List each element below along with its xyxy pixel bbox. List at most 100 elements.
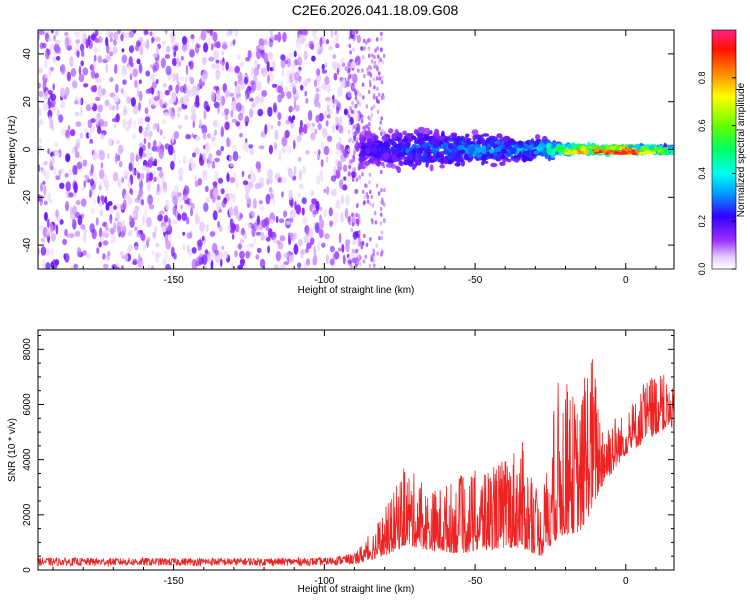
- y-tick-label: 8000: [22, 338, 33, 361]
- heat-cell: [239, 238, 244, 244]
- heat-cell: [229, 162, 234, 168]
- heat-cell: [76, 161, 83, 170]
- heat-cell: [366, 71, 370, 77]
- heat-cell: [371, 146, 378, 153]
- heat-cell: [138, 125, 143, 134]
- heat-cell: [201, 56, 207, 65]
- heat-cell: [40, 246, 47, 256]
- heat-cell: [365, 104, 369, 109]
- heat-cell: [284, 59, 289, 65]
- heat-cell: [94, 179, 99, 187]
- heat-cell: [283, 252, 289, 259]
- heat-cell: [147, 142, 151, 150]
- heat-cell: [105, 36, 109, 47]
- heat-cell: [119, 251, 124, 256]
- heat-cell: [351, 222, 355, 227]
- heat-cell: [234, 81, 238, 87]
- heat-cell: [669, 149, 674, 153]
- heat-cell: [359, 262, 362, 267]
- heat-cell: [380, 116, 384, 121]
- snr-x-label: Height of straight line (km): [298, 584, 415, 595]
- heat-cell: [88, 132, 92, 138]
- heat-cell: [372, 248, 376, 253]
- heat-cell: [201, 254, 208, 265]
- heat-cell: [211, 43, 214, 51]
- heat-cell: [140, 199, 145, 206]
- heat-cell: [338, 232, 342, 244]
- heat-cell: [335, 43, 340, 49]
- heat-cell: [355, 177, 359, 182]
- heat-cell: [268, 72, 274, 82]
- heat-cell: [546, 142, 551, 150]
- heat-cell: [106, 185, 109, 192]
- heat-cell: [359, 150, 365, 158]
- heat-cell: [379, 212, 383, 217]
- heat-cell: [204, 185, 209, 193]
- heat-cell: [323, 188, 326, 193]
- heat-cell: [207, 133, 211, 139]
- heat-cell: [196, 239, 203, 247]
- heat-cell: [120, 88, 124, 94]
- heat-cell: [361, 55, 365, 60]
- heat-cell: [328, 45, 334, 51]
- heat-cell: [297, 56, 303, 67]
- heat-cell: [220, 145, 224, 152]
- heat-cell: [121, 54, 128, 64]
- heat-cell: [380, 80, 384, 85]
- heat-cell: [341, 62, 346, 67]
- heat-cell: [288, 115, 292, 122]
- heat-cell: [298, 183, 304, 189]
- heat-cell: [70, 68, 77, 77]
- heat-cell: [371, 203, 375, 208]
- heat-cell: [225, 31, 230, 37]
- heat-cell: [249, 108, 254, 118]
- heat-cell: [172, 149, 176, 154]
- heat-cell: [221, 61, 225, 72]
- heat-cell: [302, 216, 308, 225]
- heat-cell: [283, 261, 290, 266]
- heat-cell: [142, 152, 147, 158]
- heat-cell: [351, 167, 355, 172]
- heat-cell: [44, 170, 50, 181]
- heat-cell: [319, 206, 323, 212]
- heat-cell: [189, 202, 195, 210]
- heat-cell: [64, 173, 69, 178]
- heat-cell: [267, 51, 274, 60]
- heat-cell: [371, 220, 374, 225]
- heat-cell: [337, 160, 343, 172]
- heat-cell: [113, 205, 117, 210]
- heat-cell: [340, 212, 344, 223]
- heat-cell: [105, 63, 108, 73]
- heat-cell: [208, 56, 215, 62]
- heat-cell: [415, 144, 422, 149]
- heat-cell: [373, 60, 377, 65]
- heat-cell: [165, 199, 170, 211]
- heat-cell: [147, 264, 150, 269]
- heat-cell: [380, 188, 383, 193]
- heat-cell: [297, 33, 300, 39]
- heat-cell: [247, 50, 252, 59]
- heat-cell: [494, 147, 502, 152]
- heat-cell: [298, 239, 303, 247]
- heat-cell: [75, 39, 80, 44]
- heat-cell: [214, 157, 221, 163]
- heat-cell: [351, 171, 354, 176]
- heat-cell: [45, 262, 51, 269]
- heat-cell: [255, 231, 262, 236]
- heat-cell: [75, 121, 82, 128]
- heat-cell: [149, 172, 154, 182]
- heat-cell: [537, 143, 542, 150]
- heat-cell: [139, 45, 144, 56]
- heat-cell: [47, 37, 53, 42]
- heat-cell: [90, 85, 97, 93]
- heat-cell: [304, 90, 308, 97]
- heat-cell: [331, 61, 338, 70]
- heat-cell: [329, 245, 335, 253]
- heat-cell: [357, 58, 360, 64]
- heat-cell: [630, 149, 636, 153]
- heat-cell: [286, 77, 292, 84]
- heat-cell: [370, 112, 374, 118]
- heat-cell: [137, 258, 144, 268]
- heat-cell: [380, 161, 385, 167]
- heat-cell: [323, 209, 328, 217]
